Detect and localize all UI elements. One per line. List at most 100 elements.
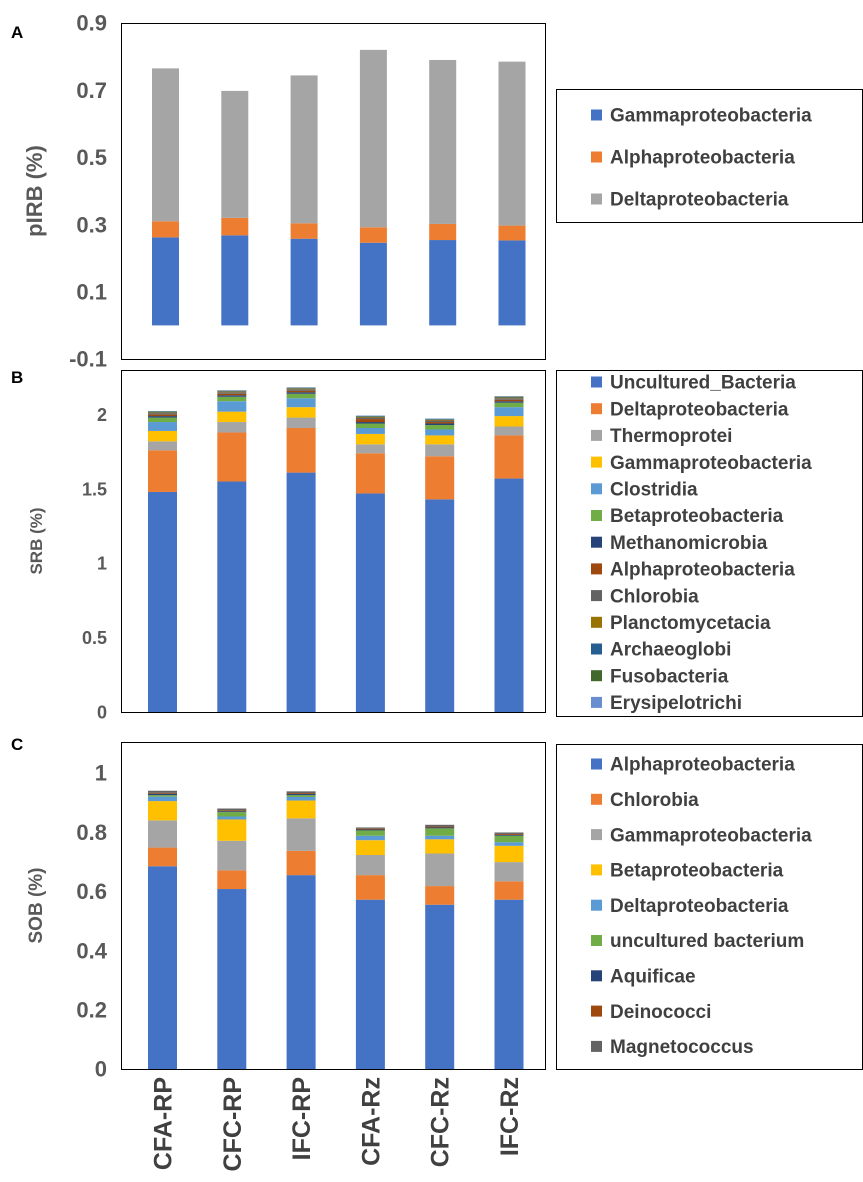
bar-segment xyxy=(290,223,318,239)
bar-segment xyxy=(148,491,177,712)
legend-swatch xyxy=(591,563,602,575)
bar-segment xyxy=(148,795,177,797)
bar-segment xyxy=(355,493,385,712)
plot-area-frame xyxy=(121,370,546,713)
bar-segment xyxy=(217,396,247,402)
bar-segment xyxy=(494,401,524,403)
legend-entry: uncultured bacterium xyxy=(610,931,804,952)
y-tick-label: 1 xyxy=(97,554,107,574)
bar-segment xyxy=(425,456,455,500)
legend-swatch xyxy=(591,429,602,441)
bar-segment xyxy=(425,425,455,430)
bar-segment xyxy=(148,441,177,451)
stacked-bar-CFC-RP xyxy=(217,390,247,712)
y-tick-label: 0.3 xyxy=(76,212,107,237)
bar-segment xyxy=(148,414,177,417)
y-axis-label: SOB (%) xyxy=(26,868,47,944)
bar-segment xyxy=(494,478,524,712)
stacked-bar-CFC-Rz xyxy=(425,824,455,1069)
bar-segment xyxy=(425,499,455,712)
legend-entry: Magnetococcus xyxy=(610,1037,754,1058)
bar-segment xyxy=(355,422,385,424)
bar-segment xyxy=(152,237,179,326)
legend-entry: Betaproteobacteria xyxy=(610,506,784,527)
legend-entry: Betaproteobacteria xyxy=(610,861,784,882)
bar-segment xyxy=(425,904,455,1069)
legend-swatch xyxy=(591,1040,602,1052)
bar-segment xyxy=(425,835,455,840)
legend-swatch xyxy=(591,510,602,521)
legend-entry: Uncultured_Bacteria xyxy=(610,373,796,394)
bar-segment xyxy=(359,49,387,228)
bar-segment xyxy=(290,238,318,326)
bar-segment xyxy=(286,795,316,797)
bar-segment xyxy=(494,835,524,843)
bar-segment xyxy=(148,412,177,414)
stacked-bar-CFA-Rz xyxy=(355,415,385,712)
legend-entry: Clostridia xyxy=(610,479,698,500)
bar-segment xyxy=(355,423,385,428)
bar-segment xyxy=(148,793,177,796)
stacked-bar-IFC-Rz xyxy=(494,396,524,712)
legend-swatch xyxy=(591,456,602,468)
bar-segment xyxy=(217,393,247,396)
legend-swatch xyxy=(591,109,602,121)
bar-segment xyxy=(355,427,385,434)
legend-entry: Gammaproteobacteria xyxy=(610,106,812,127)
x-category-label: CFA-RP xyxy=(150,1077,178,1170)
bar-segment xyxy=(286,389,316,391)
bar-segment xyxy=(425,420,455,423)
bar-segment xyxy=(217,840,247,871)
stacked-bar-IFC-RP xyxy=(286,791,316,1069)
bar-segment xyxy=(425,826,455,828)
bar-segment xyxy=(494,416,524,427)
legend-swatch xyxy=(591,643,602,655)
bar-segment xyxy=(359,227,387,243)
bar-segment xyxy=(494,862,524,882)
bar-segment xyxy=(148,417,177,423)
legend-swatch xyxy=(591,536,602,548)
bar-segment xyxy=(425,839,455,854)
legend-entry: Thermoprotei xyxy=(610,426,732,447)
legend-swatch xyxy=(591,590,602,602)
y-tick-label: 0.1 xyxy=(76,280,107,305)
y-tick-label: 0 xyxy=(95,1057,107,1082)
bar-segment xyxy=(217,812,247,817)
y-tick-label: 0.6 xyxy=(76,879,107,904)
bar-segment xyxy=(286,791,316,794)
bar-segment xyxy=(429,59,457,224)
bar-segment xyxy=(494,407,524,417)
legend-entry: Aquificae xyxy=(610,966,696,987)
bar-segment xyxy=(425,444,455,457)
legend-entry: Alphaproteobacteria xyxy=(610,560,795,581)
bar-segment xyxy=(494,899,524,1069)
bar-segment xyxy=(290,75,318,224)
bar-segment xyxy=(494,397,524,399)
legend-swatch xyxy=(591,899,602,911)
legend-entry: Deltaproteobacteria xyxy=(610,399,789,420)
bar-segment xyxy=(152,221,179,238)
legend-swatch xyxy=(591,864,602,876)
bar-segment xyxy=(221,235,249,326)
bar-segment xyxy=(217,395,247,397)
bar-segment xyxy=(148,790,177,793)
stacked-bar-IFC-Rz xyxy=(494,832,524,1069)
bar-segment xyxy=(355,854,385,876)
legend-swatch xyxy=(591,151,602,163)
y-tick-label: 1.5 xyxy=(82,479,107,499)
bar-segment xyxy=(148,416,177,418)
panel-letter: B xyxy=(11,368,23,387)
bar-segment xyxy=(148,866,177,1069)
bar-segment xyxy=(425,429,455,436)
bar-segment xyxy=(498,225,526,241)
plot-area-frame xyxy=(121,23,546,360)
bar-segment xyxy=(425,435,455,445)
stacked-bar-CFA-RP xyxy=(148,790,177,1069)
bar-segment xyxy=(355,416,385,418)
bar-segment xyxy=(494,833,524,835)
bar-segment xyxy=(217,392,247,394)
legend-entry: Deltaproteobacteria xyxy=(610,190,789,211)
y-tick-label: 0.5 xyxy=(82,628,107,648)
bar-segment xyxy=(286,800,316,819)
bar-segment xyxy=(148,792,177,794)
